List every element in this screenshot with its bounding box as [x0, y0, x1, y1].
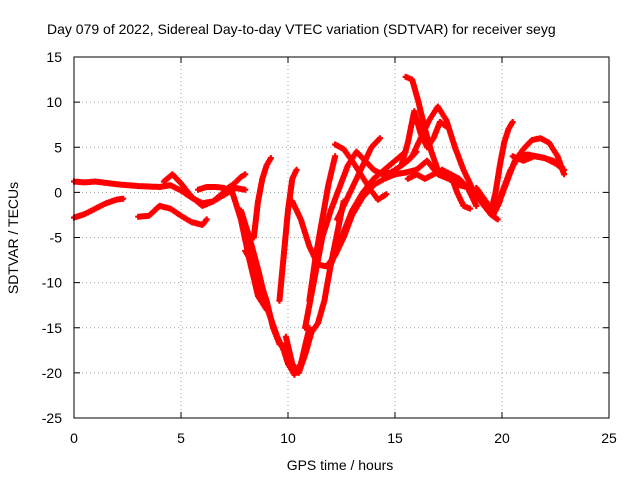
x-axis-label: GPS time / hours [287, 457, 394, 473]
series-markers [225, 171, 249, 191]
series-arc-18 [332, 141, 390, 203]
y-axis-label: SDTVAR / TECUs [5, 182, 21, 294]
series-markers [409, 103, 475, 191]
series-markers [250, 155, 274, 241]
x-tick-label: 0 [70, 430, 78, 446]
x-tick-label: 5 [177, 430, 185, 446]
series-arc-23 [409, 103, 475, 191]
series-arc-3 [135, 202, 210, 228]
x-tick-label: 20 [494, 430, 510, 446]
y-tick-label: 5 [54, 139, 62, 155]
series-markers [276, 166, 300, 304]
chart-title: Day 079 of 2022, Sidereal Day-to-day VTE… [47, 21, 556, 37]
y-tick-label: -15 [42, 320, 62, 336]
x-tick-label: 10 [280, 430, 296, 446]
y-tick-label: -20 [42, 365, 62, 381]
series-markers [160, 171, 249, 209]
y-tick-label: 10 [46, 94, 62, 110]
y-tick-label: -25 [42, 410, 62, 426]
series-markers [488, 119, 516, 214]
series-markers [135, 202, 210, 228]
series-arc-16 [327, 148, 409, 268]
series-arc-4 [160, 171, 249, 209]
series-markers [306, 153, 339, 304]
y-tick-label: -5 [50, 230, 63, 246]
series-markers [327, 148, 409, 268]
series-markers [332, 141, 390, 203]
x-tick-label: 15 [387, 430, 403, 446]
y-tick-label: -10 [42, 275, 62, 291]
series-arc-6 [225, 171, 249, 191]
series-markers [447, 171, 473, 212]
series-arc-25 [447, 171, 473, 212]
series-markers [494, 135, 568, 209]
series-arc-11 [276, 166, 300, 304]
axis-ticks: 0 5 10 15 20 25 -25 -20 -15 -10 -5 0 5 10 15 [42, 49, 617, 446]
data-series [71, 73, 568, 378]
series-arc-27 [488, 119, 516, 214]
series-arc-29 [494, 135, 568, 209]
y-tick-label: 15 [46, 49, 62, 65]
series-markers [509, 153, 568, 173]
series-arc-15 [306, 153, 339, 304]
y-tick-label: 0 [54, 184, 62, 200]
x-tick-label: 25 [601, 430, 617, 446]
series-arc-20 [398, 108, 450, 169]
series-markers [398, 108, 450, 169]
series-arc-30 [509, 153, 568, 173]
series-arc-9 [250, 155, 274, 241]
